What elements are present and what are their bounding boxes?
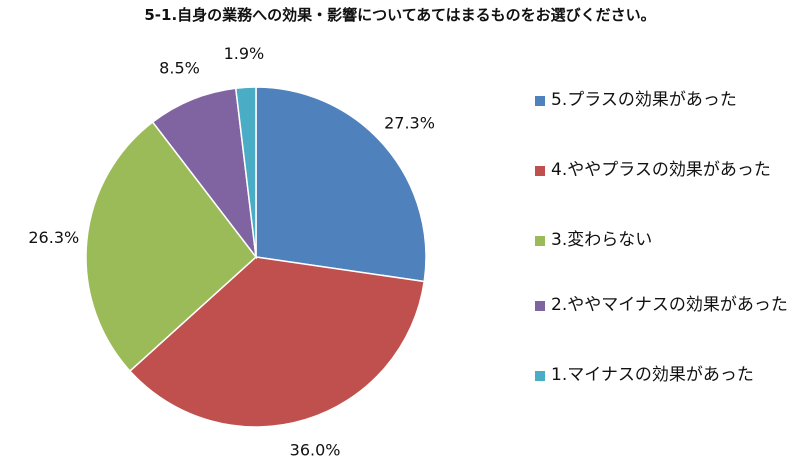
pie-slice-1	[234, 86, 257, 258]
data-label-2: 8.5%	[159, 59, 200, 78]
legend-label-3: 3.変わらない	[551, 230, 653, 250]
legend-swatch-4	[535, 166, 545, 176]
data-label-3: 26.3%	[28, 228, 79, 247]
legend-swatch-1	[535, 371, 545, 381]
data-label-5: 27.3%	[384, 114, 435, 133]
data-label-1: 1.9%	[224, 44, 265, 63]
legend-item-3: 3.変わらない	[535, 228, 791, 253]
legend-swatch-3	[535, 236, 545, 246]
legend-item-2: 2.ややマイナスの効果があった	[535, 293, 791, 318]
pie-slice-3	[85, 120, 258, 373]
legend-label-2: 2.ややマイナスの効果があった	[551, 295, 788, 315]
pie-slice-4	[128, 256, 426, 428]
pie-slice-2	[151, 87, 258, 260]
legend-label-1: 1.マイナスの効果があった	[551, 365, 754, 385]
legend-label-4: 4.ややプラスの効果があった	[551, 160, 771, 180]
legend-label-5: 5.プラスの効果があった	[551, 90, 737, 110]
legend-swatch-5	[535, 96, 545, 106]
legend-item-4: 4.ややプラスの効果があった	[535, 158, 791, 183]
chart-title: 5-1.自身の業務への効果・影響についてあてはまるものをお選びください。	[144, 6, 656, 24]
pie-slice-5	[255, 86, 427, 283]
legend-swatch-2	[535, 301, 545, 311]
legend-item-1: 1.マイナスの効果があった	[535, 363, 791, 388]
data-label-4: 36.0%	[290, 441, 341, 460]
legend-item-5: 5.プラスの効果があった	[535, 88, 791, 113]
